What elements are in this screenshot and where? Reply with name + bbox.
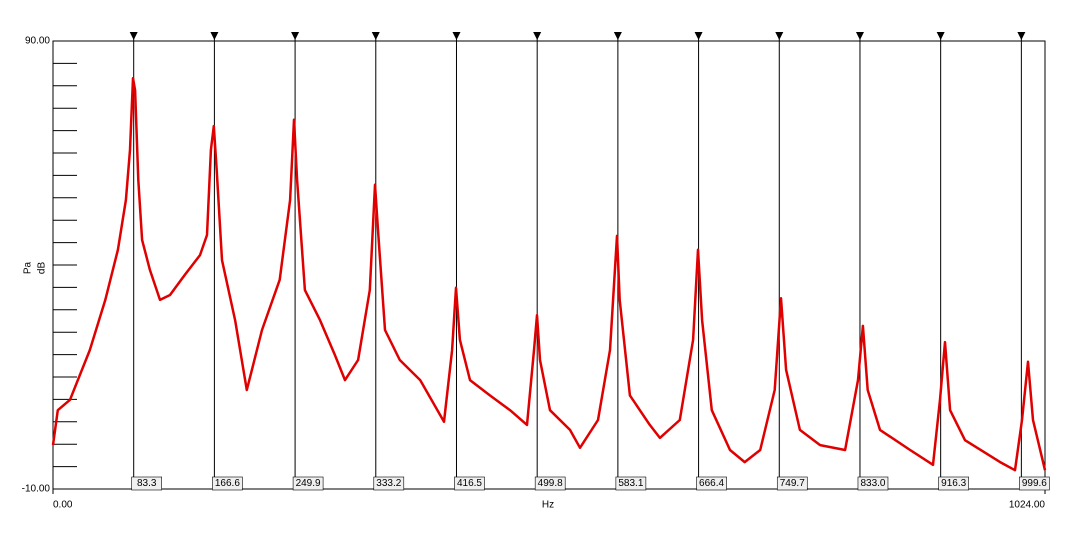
cursor-label-box	[1019, 476, 1050, 491]
cursor-label: 583.1	[618, 478, 643, 489]
y-tick-label: -10.00	[22, 484, 51, 495]
cursor-triangle	[1017, 32, 1026, 40]
cursor-triangle	[210, 32, 219, 40]
x-axis-label: Hz	[542, 500, 554, 511]
cursor-triangle	[936, 32, 945, 40]
cursor-triangle	[694, 32, 703, 40]
cursor-triangle	[775, 32, 784, 40]
y-axis-label: Pa	[23, 261, 34, 274]
cursor-triangle	[452, 32, 461, 40]
cursor-label: 249.9	[296, 478, 321, 489]
cursor-label: 499.8	[538, 478, 563, 489]
cursor-label-box	[857, 476, 889, 491]
cursor-label-box	[454, 476, 485, 491]
cursor-triangle	[533, 32, 542, 40]
cursor-label-box	[938, 476, 969, 491]
plot-frame	[52, 40, 1046, 490]
cursor-label-box	[292, 476, 324, 491]
cursor-label: 416.5	[457, 478, 482, 489]
cursor-label-box	[615, 476, 647, 491]
cursor-label: 833.0	[860, 478, 885, 489]
cursor-label: 999.6	[1022, 478, 1047, 489]
cursor-triangle	[291, 32, 300, 40]
cursor-label-box	[696, 476, 727, 491]
cursor-label-box	[776, 476, 808, 491]
x-tick-label: 0.00	[53, 500, 73, 511]
cursor-triangle	[613, 32, 622, 40]
cursor-triangle	[129, 32, 138, 40]
cursor-label-box	[212, 476, 243, 491]
cursor-triangle	[371, 32, 380, 40]
cursor-label: 749.7	[780, 478, 805, 489]
cursor-label-box	[373, 476, 405, 491]
cursor-label-box	[534, 476, 566, 491]
cursor-label: 333.2	[376, 478, 401, 489]
cursor-label: 83.3	[137, 478, 157, 489]
spectrum-line	[51, 76, 1047, 472]
cursor-label: 916.3	[941, 478, 966, 489]
cursor-label: 166.6	[215, 478, 240, 489]
y-tick-label: 90.00	[25, 36, 50, 47]
x-tick-label: 1024.00	[1009, 500, 1046, 511]
y-axis-label: dB	[37, 262, 48, 275]
cursor-label-box	[131, 476, 162, 491]
cursor-triangle	[855, 32, 864, 40]
cursor-label: 666.4	[699, 478, 724, 489]
